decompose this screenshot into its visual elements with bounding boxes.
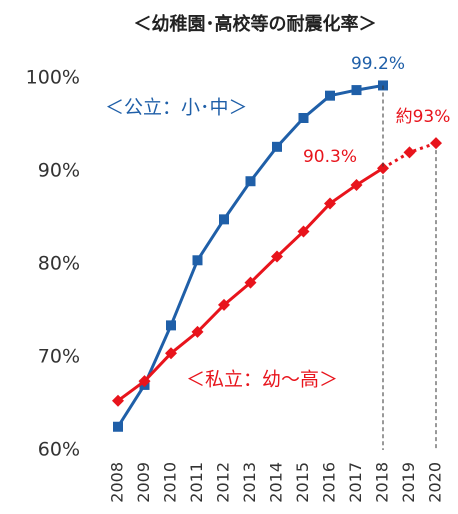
series-label: ＜私立：幼～高＞ — [186, 369, 338, 391]
point-marker — [113, 421, 123, 432]
point-marker — [351, 85, 362, 96]
point-marker — [377, 162, 389, 175]
point-marker — [219, 214, 229, 225]
x-tick-label: 2012 — [214, 462, 233, 503]
chart-title: ＜幼稚園･高校等の耐震化率＞ — [134, 13, 377, 35]
x-tick-label: 2009 — [134, 462, 153, 503]
data-label: 90.3% — [303, 147, 357, 167]
x-tick-label: 2011 — [187, 462, 206, 503]
x-tick-label: 2018 — [373, 462, 392, 503]
x-tick-label: 2014 — [267, 462, 286, 503]
y-tick-label: 70% — [38, 346, 80, 368]
x-tick-label: 2017 — [346, 462, 365, 503]
x-tick-label: 2008 — [108, 462, 127, 503]
point-marker — [166, 320, 176, 331]
y-tick-label: 60% — [38, 439, 80, 461]
x-tick-label: 2016 — [320, 462, 339, 503]
point-marker — [271, 250, 283, 263]
point-marker — [112, 394, 124, 407]
series-label: ＜公立：小･中＞ — [105, 97, 248, 119]
x-tick-label: 2020 — [426, 462, 445, 503]
point-marker — [192, 255, 203, 266]
y-tick-label: 80% — [38, 253, 80, 275]
point-marker — [218, 298, 230, 311]
y-tick-label: 90% — [38, 160, 80, 182]
x-tick-label: 2013 — [240, 462, 259, 503]
point-marker — [165, 347, 177, 360]
point-marker — [325, 90, 335, 101]
data-label: 約93% — [396, 107, 451, 127]
y-tick-label: 100% — [26, 67, 80, 89]
point-marker — [244, 276, 257, 289]
point-marker — [138, 375, 151, 388]
x-tick-label: 2015 — [293, 462, 312, 503]
point-marker — [350, 178, 363, 191]
point-marker — [297, 225, 310, 238]
x-tick-label: 2019 — [399, 462, 418, 503]
point-marker — [245, 176, 256, 187]
point-marker — [191, 325, 204, 338]
point-marker — [430, 137, 442, 150]
point-marker — [298, 112, 309, 123]
x-tick-label: 2010 — [161, 462, 180, 503]
data-label: 99.2% — [351, 54, 405, 74]
point-marker — [403, 146, 416, 159]
point-marker — [324, 197, 336, 210]
point-marker — [272, 141, 282, 152]
